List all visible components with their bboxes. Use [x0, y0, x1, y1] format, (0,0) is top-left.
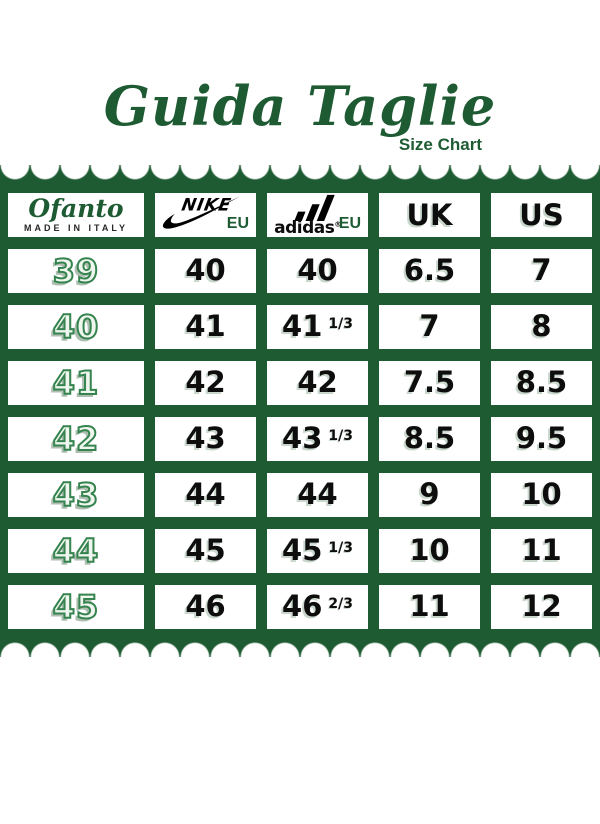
header-nike: NIKE EU	[155, 192, 256, 237]
ofanto-size-value: 42	[52, 419, 100, 458]
scallop-top-edge	[0, 164, 600, 180]
ofanto-size-value: 39	[52, 251, 100, 290]
us-size-value: 12	[521, 589, 562, 624]
scallop-bottom-edge	[0, 641, 600, 657]
uk-size-value: 10	[409, 533, 450, 568]
adidas-size-value: 43	[282, 421, 323, 456]
nike-size-value: 40	[185, 253, 226, 288]
adidas-size-value: 42	[297, 365, 338, 400]
adidas-wordmark: adidas®	[274, 217, 341, 238]
adidas-size-cell: 45 1/3	[267, 528, 368, 573]
uk-size-cell: 7	[379, 304, 480, 349]
uk-size-cell: 6.5	[379, 248, 480, 293]
uk-size-value: 8.5	[403, 421, 456, 456]
made-in-italy-label: MADE IN ITALY	[23, 223, 128, 234]
ofanto-size-cell: 39	[8, 248, 144, 293]
nike-logo: NIKE	[162, 195, 241, 229]
nike-size-cell: 41	[155, 304, 256, 349]
nike-size-cell: 40	[155, 248, 256, 293]
nike-swoosh-icon	[162, 195, 241, 229]
adidas-reg-mark: ®	[334, 220, 341, 229]
us-size-cell: 12	[491, 584, 592, 629]
us-size-value: 7	[531, 253, 552, 288]
ofanto-size-cell: 43	[8, 472, 144, 517]
nike-size-cell: 42	[155, 360, 256, 405]
us-size-cell: 8.5	[491, 360, 592, 405]
nike-wordmark: NIKE	[180, 195, 233, 215]
nike-size-cell: 45	[155, 528, 256, 573]
nike-eu-label: EU	[226, 214, 249, 232]
us-size-value: 9.5	[515, 421, 568, 456]
adidas-size-cell: 40	[267, 248, 368, 293]
adidas-size-value: 46	[282, 589, 323, 624]
ofanto-size-cell: 44	[8, 528, 144, 573]
ofanto-size-value: 40	[52, 307, 100, 346]
adidas-size-fraction: 1/3	[328, 427, 353, 444]
ofanto-size-value: 41	[52, 363, 100, 402]
header-uk: UK	[379, 192, 480, 237]
us-size-value: 8.5	[515, 365, 568, 400]
nike-size-value: 44	[185, 477, 226, 512]
us-label: US	[519, 197, 564, 232]
nike-size-value: 46	[185, 589, 226, 624]
adidas-eu-label: EU	[338, 214, 361, 232]
subtitle: Size Chart	[398, 134, 482, 154]
header-ofanto: Ofanto MADE IN ITALY	[8, 192, 144, 237]
us-size-cell: 9.5	[491, 416, 592, 461]
ofanto-logo: Ofanto	[28, 194, 124, 224]
nike-size-value: 41	[185, 309, 226, 344]
ofanto-size-value: 43	[52, 475, 100, 514]
us-size-cell: 8	[491, 304, 592, 349]
us-size-value: 8	[531, 309, 552, 344]
ofanto-size-cell: 40	[8, 304, 144, 349]
uk-label: UK	[406, 197, 453, 232]
us-size-cell: 11	[491, 528, 592, 573]
us-size-cell: 10	[491, 472, 592, 517]
adidas-size-fraction: 1/3	[328, 539, 353, 556]
us-size-value: 11	[521, 533, 562, 568]
us-size-value: 10	[521, 477, 562, 512]
adidas-size-cell: 44	[267, 472, 368, 517]
adidas-size-cell: 46 2/3	[267, 584, 368, 629]
adidas-size-cell: 42	[267, 360, 368, 405]
nike-size-value: 42	[185, 365, 226, 400]
size-chart-band: Ofanto MADE IN ITALY NIKE EU adidas® E	[0, 164, 600, 657]
uk-size-value: 7.5	[403, 365, 456, 400]
adidas-size-fraction: 2/3	[328, 595, 353, 612]
nike-size-cell: 43	[155, 416, 256, 461]
uk-size-cell: 10	[379, 528, 480, 573]
uk-size-value: 7	[419, 309, 440, 344]
adidas-size-cell: 41 1/3	[267, 304, 368, 349]
size-grid: Ofanto MADE IN ITALY NIKE EU adidas® E	[0, 180, 600, 642]
adidas-size-fraction: 1/3	[328, 315, 353, 332]
uk-size-value: 9	[419, 477, 440, 512]
adidas-size-value: 41	[282, 309, 323, 344]
nike-size-cell: 46	[155, 584, 256, 629]
nike-size-value: 45	[185, 533, 226, 568]
adidas-size-value: 45	[282, 533, 323, 568]
ofanto-size-cell: 42	[8, 416, 144, 461]
uk-size-value: 6.5	[403, 253, 456, 288]
ofanto-size-cell: 41	[8, 360, 144, 405]
page-title: Guida Taglie	[103, 74, 497, 138]
uk-size-cell: 11	[379, 584, 480, 629]
adidas-size-cell: 43 1/3	[267, 416, 368, 461]
adidas-bars-icon	[293, 194, 335, 221]
adidas-size-value: 40	[297, 253, 338, 288]
header-adidas: adidas® EU	[267, 192, 368, 238]
uk-size-value: 11	[409, 589, 450, 624]
us-size-cell: 7	[491, 248, 592, 293]
ofanto-size-value: 44	[52, 531, 100, 570]
uk-size-cell: 7.5	[379, 360, 480, 405]
ofanto-size-value: 45	[52, 587, 100, 626]
adidas-size-value: 44	[297, 477, 338, 512]
header-us: US	[491, 192, 592, 237]
uk-size-cell: 9	[379, 472, 480, 517]
uk-size-cell: 8.5	[379, 416, 480, 461]
ofanto-size-cell: 45	[8, 584, 144, 629]
nike-size-value: 43	[185, 421, 226, 456]
nike-size-cell: 44	[155, 472, 256, 517]
